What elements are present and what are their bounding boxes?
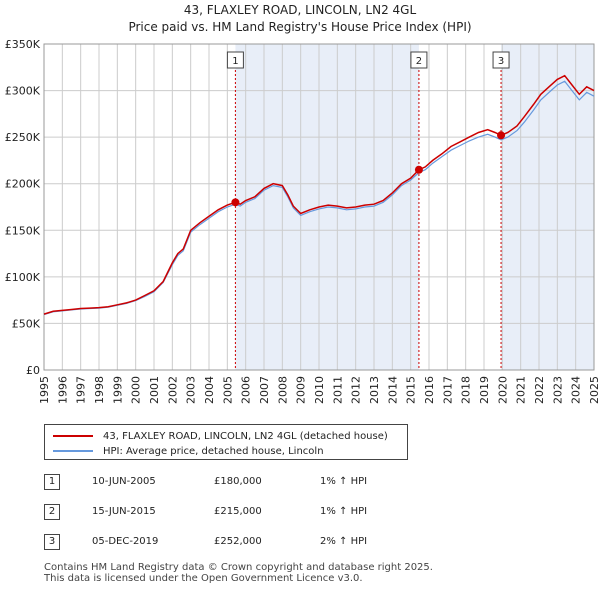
x-tick-label: 2016 [423, 376, 436, 404]
sale-date: 10-JUN-2005 [92, 476, 156, 487]
sale-number-badge: 2 [44, 504, 60, 520]
sale-row: 2 15-JUN-2015 £215,000 1% ↑ HPI [0, 504, 600, 522]
y-tick-label: £0 [26, 364, 40, 377]
x-tick-label: 2011 [331, 376, 344, 404]
sale-marker-badge [226, 51, 244, 69]
sale-marker-label: 3 [498, 56, 504, 67]
x-tick-label: 2024 [570, 376, 583, 404]
x-tick-label: 2001 [148, 376, 161, 404]
chart-title: 43, FLAXLEY ROAD, LINCOLN, LN2 4GL [184, 3, 417, 17]
sale-point [414, 165, 423, 174]
x-tick-label: 2014 [386, 376, 399, 404]
sale-hpi-change: 1% ↑ HPI [320, 476, 368, 487]
sale-price: £180,000 [214, 476, 262, 487]
sale-marker-label: 2 [416, 56, 422, 67]
x-tick-label: 2010 [313, 376, 326, 404]
x-tick-label: 2018 [460, 376, 473, 404]
sale-number-badge: 3 [44, 534, 60, 550]
sale-point [497, 131, 506, 140]
x-tick-label: 2013 [368, 376, 381, 404]
x-tick-label: 2023 [551, 376, 564, 404]
y-tick-label: £350K [5, 38, 41, 51]
price-chart: 43, FLAXLEY ROAD, LINCOLN, LN2 4GL Price… [5, 3, 600, 404]
sale-number-badge: 1 [44, 474, 60, 490]
y-tick-label: £250K [5, 131, 41, 144]
sale-marker-badge [410, 51, 428, 69]
x-tick-label: 2012 [350, 376, 363, 404]
footer-copyright: Contains HM Land Registry data © Crown c… [44, 562, 433, 573]
sale-date: 05-DEC-2019 [92, 536, 159, 547]
x-tick-label: 2020 [496, 376, 509, 404]
sale-marker-label: 1 [232, 56, 238, 67]
x-tick-label: 2025 [588, 376, 600, 404]
x-tick-label: 2005 [221, 376, 234, 404]
sale-row: 3 05-DEC-2019 £252,000 2% ↑ HPI [0, 534, 600, 552]
y-tick-label: £100K [5, 271, 41, 284]
legend-item-hpi: HPI: Average price, detached house, Linc… [53, 444, 324, 458]
plot-frame [43, 43, 595, 371]
sale-marker-badge [492, 51, 510, 69]
y-tick-label: £50K [12, 317, 41, 330]
x-tick-label: 2022 [533, 376, 546, 404]
sale-date: 15-JUN-2015 [92, 506, 156, 517]
footer-licence: This data is licensed under the Open Gov… [44, 573, 363, 584]
y-tick-label: £150K [5, 224, 41, 237]
legend: 43, FLAXLEY ROAD, LINCOLN, LN2 4GL (deta… [44, 424, 408, 460]
x-tick-label: 2004 [203, 376, 216, 404]
x-tick-label: 1995 [38, 376, 51, 404]
legend-swatch-property [53, 435, 93, 437]
sale-price: £252,000 [214, 536, 262, 547]
legend-swatch-hpi [53, 450, 93, 452]
y-tick-label: £300K [5, 85, 41, 98]
x-tick-label: 2008 [276, 376, 289, 404]
x-tick-label: 2007 [258, 376, 271, 404]
chart-subtitle: Price paid vs. HM Land Registry's House … [128, 20, 471, 34]
sale-hpi-change: 1% ↑ HPI [320, 506, 368, 517]
x-tick-label: 2019 [478, 376, 491, 404]
x-tick-label: 1996 [56, 376, 69, 404]
hpi-line [43, 80, 595, 316]
sale-price: £215,000 [214, 506, 262, 517]
sale-row: 1 10-JUN-2005 £180,000 1% ↑ HPI [0, 474, 600, 492]
x-tick-label: 1998 [93, 376, 106, 404]
x-tick-label: 2015 [405, 376, 418, 404]
x-tick-label: 1997 [75, 376, 88, 404]
property-price-line [43, 74, 595, 315]
legend-item-property: 43, FLAXLEY ROAD, LINCOLN, LN2 4GL (deta… [53, 429, 388, 443]
legend-label-property: 43, FLAXLEY ROAD, LINCOLN, LN2 4GL (deta… [103, 430, 388, 442]
x-tick-label: 1999 [111, 376, 124, 404]
x-tick-label: 2003 [185, 376, 198, 404]
x-tick-label: 2006 [240, 376, 253, 404]
x-tick-label: 2009 [295, 376, 308, 404]
y-tick-label: £200K [5, 178, 41, 191]
x-tick-label: 2000 [130, 376, 143, 404]
x-tick-label: 2021 [515, 376, 528, 404]
footer: Contains HM Land Registry data © Crown c… [44, 562, 433, 584]
legend-label-hpi: HPI: Average price, detached house, Linc… [103, 445, 324, 457]
x-tick-label: 2002 [166, 376, 179, 404]
x-tick-label: 2017 [441, 376, 454, 404]
sale-hpi-change: 2% ↑ HPI [320, 536, 368, 547]
sale-point [231, 198, 240, 207]
